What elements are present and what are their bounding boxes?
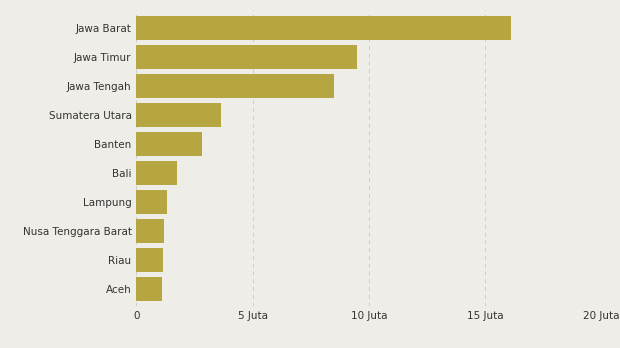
- Bar: [136, 74, 334, 98]
- Bar: [136, 219, 164, 243]
- Bar: [136, 248, 163, 272]
- Bar: [136, 103, 221, 127]
- Bar: [136, 132, 202, 156]
- Bar: [136, 45, 357, 69]
- Bar: [136, 277, 162, 301]
- Bar: [136, 16, 511, 40]
- Bar: [136, 190, 167, 214]
- Bar: [136, 161, 177, 185]
